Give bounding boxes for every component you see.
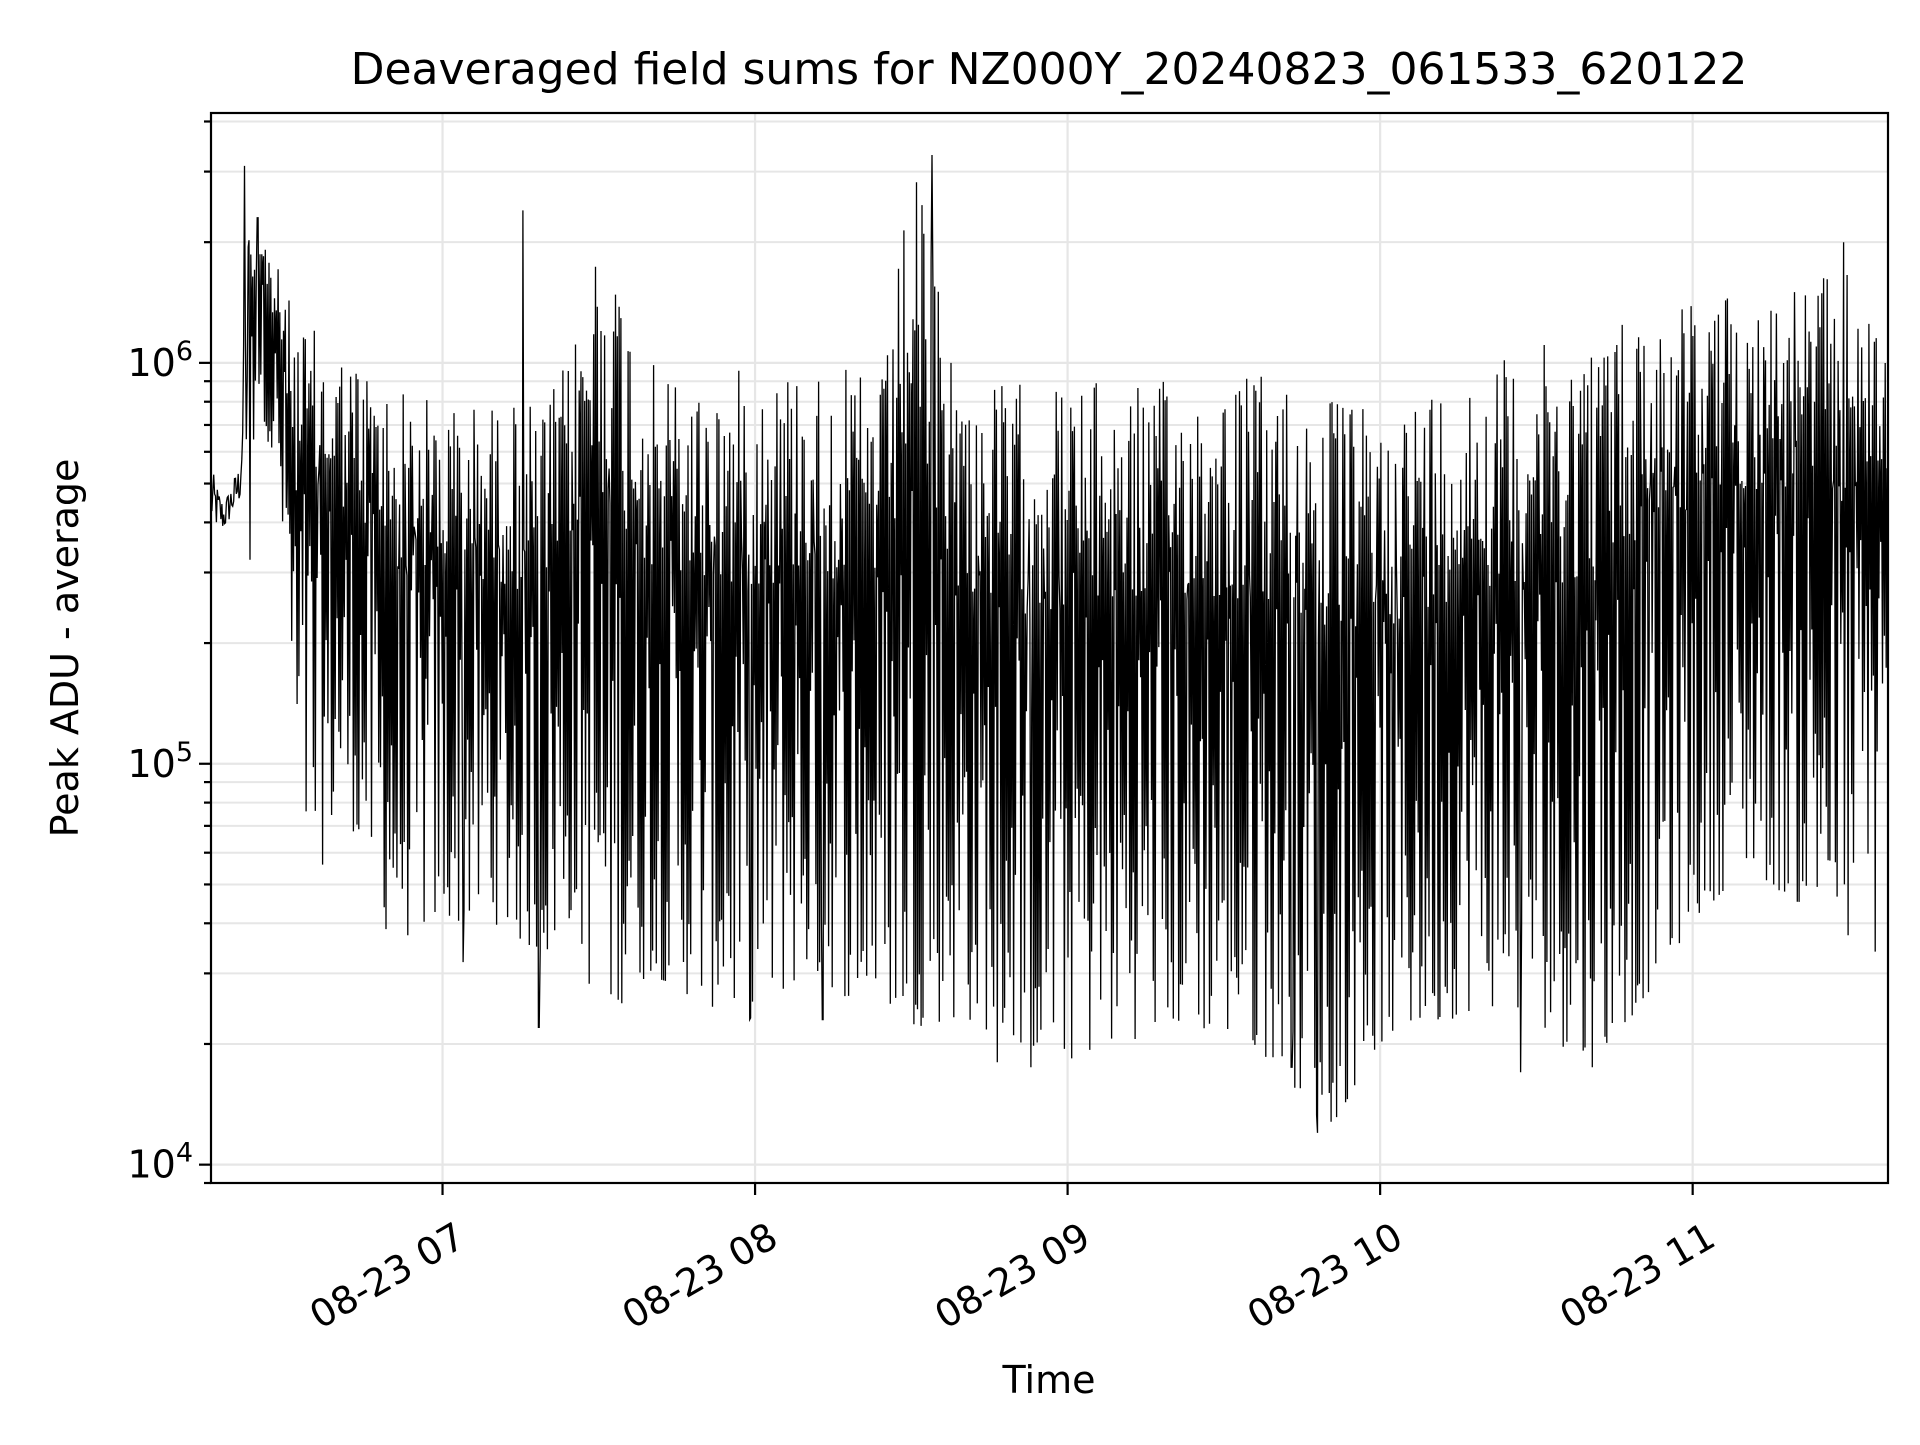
x-axis-ticks: 08-23 07 08-23 08 08-23 09 08-23 10 08-23 11 xyxy=(302,1183,1722,1338)
y-axis-ticks: 104 105 106 xyxy=(127,120,211,1187)
x-tick-label: 08-23 08 xyxy=(615,1214,785,1338)
x-tick-label: 08-23 09 xyxy=(927,1214,1097,1338)
x-tick-label: 08-23 07 xyxy=(302,1214,472,1338)
series-line xyxy=(210,154,1889,1133)
series-layer xyxy=(210,154,1889,1133)
x-tick-label: 08-23 10 xyxy=(1240,1214,1410,1338)
y-tick-label: 105 xyxy=(127,737,193,786)
y-tick-label: 106 xyxy=(127,336,193,385)
y-axis-label: Peak ADU - average xyxy=(43,459,87,838)
x-tick-label: 08-23 11 xyxy=(1552,1214,1722,1338)
plot-frame xyxy=(209,111,1890,1185)
chart-title: Deaveraged field sums for NZ000Y_2024082… xyxy=(351,44,1748,95)
x-axis-label: Time xyxy=(1002,1358,1096,1402)
y-tick-label: 104 xyxy=(127,1138,193,1187)
